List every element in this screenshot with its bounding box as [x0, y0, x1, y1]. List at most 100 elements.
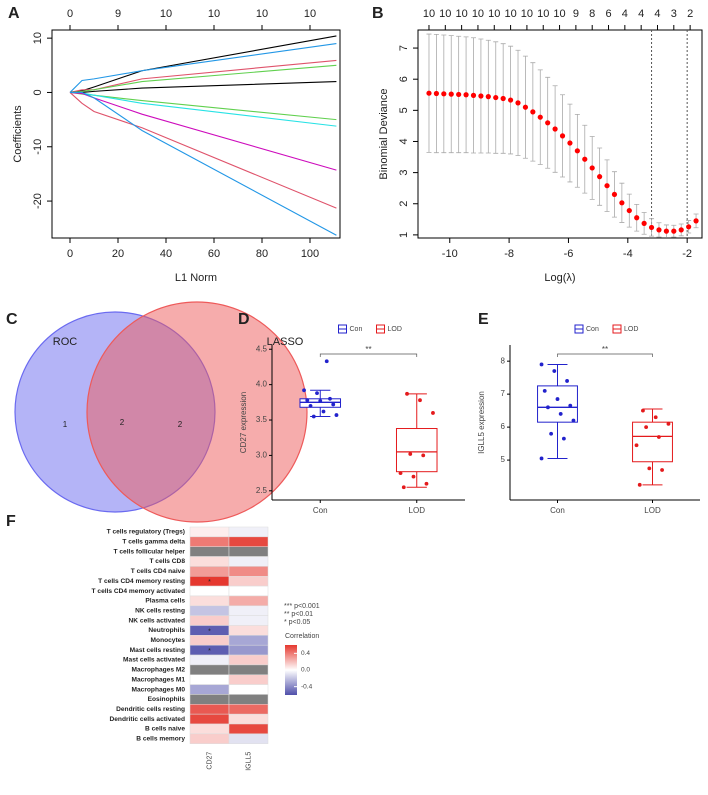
x-tick-label: 80 [256, 248, 268, 260]
row-label: T cells follicular helper [114, 548, 186, 555]
sample-point [331, 402, 336, 407]
heat-cell [228, 526, 269, 538]
sample-point [318, 399, 323, 403]
x-tick-label: -4 [623, 248, 633, 260]
x-tick-label: LOD [644, 506, 661, 515]
heat-cell [189, 733, 230, 744]
top-tick-label: 10 [537, 8, 549, 20]
deviance-point [634, 215, 640, 221]
row-label: Neutrophils [148, 627, 185, 634]
heat-cell [228, 723, 269, 735]
colorbar-tick-label: 0.4 [301, 650, 310, 657]
y-tick-label: 1 [398, 232, 410, 238]
top-tick-label: 8 [589, 8, 595, 20]
deviance-point [641, 220, 647, 226]
panel-label: C [6, 311, 18, 328]
legend-label: Con [350, 326, 363, 333]
sample-point [666, 421, 671, 426]
row-label: NK cells resting [135, 607, 185, 614]
deviance-point [485, 94, 491, 100]
sample-point [305, 398, 310, 403]
y-tick-label: 2.5 [256, 486, 268, 495]
heat-cell [189, 605, 230, 616]
sample-point [311, 414, 316, 419]
set-name: LASSO [267, 336, 304, 348]
top-tick-label: 10 [256, 8, 268, 20]
heat-cell [189, 635, 230, 646]
deviance-point [589, 165, 595, 171]
top-tick-label: 10 [488, 8, 500, 20]
set-name: ROC [53, 336, 78, 348]
heat-cell [228, 654, 269, 666]
x-tick-label: Con [550, 506, 565, 515]
sample-point [565, 379, 569, 383]
deviance-point [611, 191, 618, 198]
top-tick-label: 10 [160, 8, 172, 20]
heat-cell [228, 674, 269, 685]
deviance-point [463, 92, 469, 98]
significance-label: ** [365, 345, 371, 354]
heat-cell [189, 585, 230, 597]
top-tick-label: 10 [455, 8, 467, 20]
deviance-point [693, 218, 699, 224]
na-cell [189, 546, 230, 557]
cell-label: * [208, 579, 211, 586]
heat-cell [228, 704, 269, 715]
sample-point [405, 391, 409, 396]
row-label: Macrophages M1 [132, 676, 186, 683]
deviance-point [597, 174, 603, 180]
panel-label: D [238, 311, 250, 328]
row-label: T cells CD8 [149, 558, 185, 565]
sample-point [552, 369, 557, 373]
heat-cell [189, 595, 230, 607]
panel-label: B [372, 5, 384, 22]
deviance-point [515, 100, 521, 106]
sample-point [641, 408, 645, 413]
deviance-point [574, 148, 580, 154]
row-label: Mast cells resting [130, 647, 185, 654]
x-tick-label: 100 [301, 248, 319, 260]
deviance-point [530, 109, 536, 115]
deviance-point [507, 97, 514, 103]
deviance-point [448, 91, 454, 97]
sample-point [421, 453, 426, 458]
cell-label: * [208, 648, 211, 655]
sample-point [647, 466, 652, 471]
y-tick-label: 7 [398, 45, 410, 51]
coefficient-path [69, 92, 337, 209]
y-tick-label: 3.0 [256, 451, 268, 460]
row-label: Macrophages M2 [132, 667, 186, 674]
top-tick-label: 10 [439, 8, 451, 20]
deviance-point [537, 114, 543, 120]
sample-point [308, 403, 313, 408]
deviance-point [678, 227, 684, 233]
row-label: Dendritic cells resting [116, 706, 185, 713]
top-tick-label: 10 [504, 8, 516, 20]
heat-cell [228, 585, 269, 597]
na-cell [228, 694, 269, 705]
sample-point [558, 412, 563, 416]
panel-label: F [6, 513, 16, 530]
plot-frame [417, 29, 703, 239]
y-tick-label: 4 [398, 138, 410, 144]
x-tick-label: 0 [67, 248, 73, 260]
top-tick-label: 10 [521, 8, 533, 20]
y-tick-label: 0 [32, 89, 44, 95]
y-tick-label: 2 [398, 201, 410, 207]
top-tick-label: 0 [67, 8, 73, 20]
heat-cell [228, 635, 269, 646]
x-axis-title: L1 Norm [175, 272, 217, 284]
row-label: T cells CD4 naive [131, 568, 186, 575]
heat-cell [228, 556, 269, 567]
x-tick-label: -8 [504, 248, 514, 260]
sample-point [637, 482, 642, 487]
heat-cell [189, 615, 230, 626]
sample-point [571, 418, 576, 423]
sample-point [424, 481, 429, 486]
heat-cell [189, 566, 230, 577]
y-tick-label: -20 [32, 193, 44, 209]
deviance-point [567, 140, 573, 146]
y-tick-label: 4.0 [256, 380, 268, 389]
significance-bracket [557, 353, 653, 357]
row-label: B cells naive [145, 726, 185, 733]
